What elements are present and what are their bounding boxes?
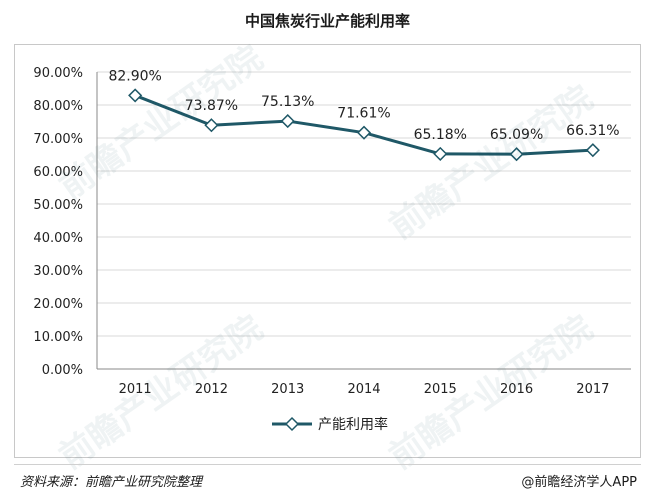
data-label: 82.90% xyxy=(108,68,161,84)
data-label: 71.61% xyxy=(337,106,390,122)
data-point-marker xyxy=(280,114,295,129)
x-tick-label: 2011 xyxy=(119,382,152,397)
data-point-marker xyxy=(204,118,219,133)
y-tick-label: 30.00% xyxy=(33,264,83,279)
y-tick-labels: 0.00% 10.00% 20.00% 30.00% 40.00% 50.00% 60.00… xyxy=(33,66,83,378)
grid-lines xyxy=(97,71,631,337)
data-point-marker xyxy=(128,88,143,103)
chart-title: 中国焦炭行业产能利用率 xyxy=(244,12,410,30)
brand-credit: @前瞻经济学人APP xyxy=(521,475,637,490)
x-tick-label: 2015 xyxy=(424,382,457,397)
source-note: 资料来源：前瞻产业研究院整理 xyxy=(20,475,203,490)
series-产能利用率 xyxy=(128,88,600,162)
data-label: 66.31% xyxy=(566,123,619,139)
footer-divider xyxy=(14,464,641,465)
y-tick-label: 10.00% xyxy=(33,330,83,345)
legend: 产能利用率 xyxy=(272,416,388,433)
y-tick-label: 60.00% xyxy=(33,165,83,180)
y-tick-label: 40.00% xyxy=(33,231,83,246)
data-labels: 82.90% 73.87% 75.13% 71.61% 65.18% 65.09% 66.3… xyxy=(108,68,619,143)
x-tick-label: 2016 xyxy=(500,382,533,397)
y-tick-label: 0.00% xyxy=(42,363,83,378)
data-label: 73.87% xyxy=(185,98,238,114)
y-tick-label: 80.00% xyxy=(33,99,83,114)
data-label: 65.09% xyxy=(490,127,543,143)
data-point-marker xyxy=(433,146,448,161)
x-tick-labels: 2011 2012 2013 2014 2015 2016 2017 xyxy=(119,382,610,397)
data-label: 65.18% xyxy=(414,127,467,143)
axes xyxy=(96,72,631,370)
x-tick-label: 2013 xyxy=(271,382,304,397)
y-tick-label: 70.00% xyxy=(33,132,83,147)
x-tick-label: 2017 xyxy=(576,382,609,397)
legend-marker xyxy=(284,416,300,432)
y-tick-label: 90.00% xyxy=(33,66,83,81)
data-point-marker xyxy=(585,143,600,158)
chart-frame xyxy=(14,44,641,458)
data-label: 75.13% xyxy=(261,94,314,110)
x-tick-label: 2012 xyxy=(195,382,228,397)
y-tick-label: 50.00% xyxy=(33,198,83,213)
x-tick-label: 2014 xyxy=(347,382,380,397)
legend-label: 产能利用率 xyxy=(318,416,388,433)
data-point-marker xyxy=(509,147,524,162)
y-tick-label: 20.00% xyxy=(33,297,83,312)
data-point-marker xyxy=(356,125,372,140)
